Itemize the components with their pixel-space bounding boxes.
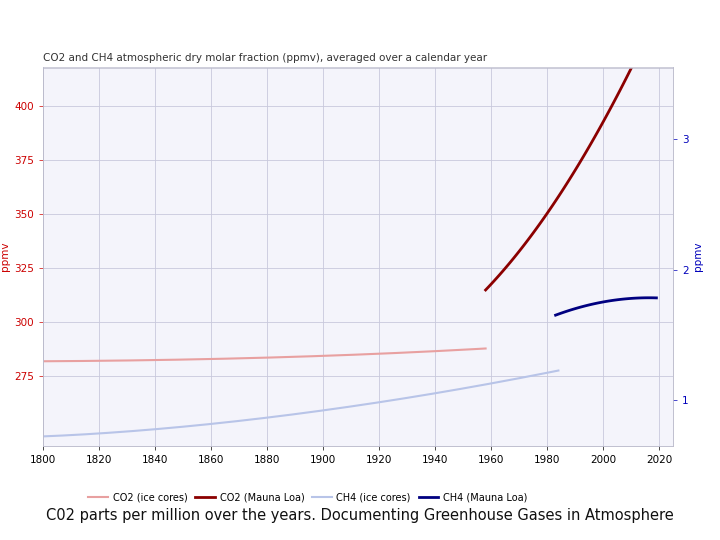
Text: C02 parts per million over the years. Documenting Greenhouse Gases in Atmosphere: C02 parts per million over the years. Do…: [46, 508, 674, 523]
CH4 (Mauna Loa): [630, 295, 639, 301]
Line: CH4 (ice cores): CH4 (ice cores): [43, 370, 559, 436]
CH4 (ice cores): [151, 426, 160, 433]
CO2 (Mauna Loa): [649, 18, 658, 25]
CH4 (Mauna Loa): [571, 306, 580, 312]
CH4 (Mauna Loa): [554, 311, 563, 318]
CH4 (Mauna Loa): [613, 296, 621, 303]
CO2 (ice cores): [39, 358, 48, 365]
CH4 (Mauna Loa): [565, 307, 574, 314]
CO2 (ice cores): [215, 355, 224, 362]
CH4 (Mauna Loa): [588, 301, 596, 307]
CH4 (Mauna Loa): [593, 300, 602, 306]
CH4 (Mauna Loa): [590, 300, 599, 307]
CO2 (Mauna Loa): [630, 59, 639, 66]
CO2 (Mauna Loa): [481, 287, 490, 293]
CH4 (ice cores): [389, 397, 397, 403]
CO2 (ice cores): [322, 353, 330, 359]
CH4 (Mauna Loa): [605, 298, 613, 304]
CH4 (Mauna Loa): [635, 295, 644, 301]
CH4 (Mauna Loa): [647, 294, 655, 301]
CH4 (Mauna Loa): [557, 310, 565, 316]
CH4 (Mauna Loa): [644, 294, 652, 301]
CH4 (Mauna Loa): [568, 306, 577, 313]
CH4 (ice cores): [120, 428, 129, 435]
CH4 (Mauna Loa): [610, 297, 618, 303]
Line: CO2 (ice cores): CO2 (ice cores): [43, 348, 485, 361]
CO2 (ice cores): [181, 356, 190, 363]
CH4 (Mauna Loa): [641, 294, 649, 301]
CO2 (Mauna Loa): [652, 12, 661, 19]
CH4 (Mauna Loa): [599, 299, 608, 305]
CH4 (Mauna Loa): [638, 295, 647, 301]
CH4 (Mauna Loa): [559, 309, 568, 315]
CH4 (Mauna Loa): [632, 295, 641, 301]
CH4 (ice cores): [148, 426, 157, 433]
CH4 (Mauna Loa): [627, 295, 636, 302]
Line: CO2 (Mauna Loa): CO2 (Mauna Loa): [485, 16, 657, 290]
CH4 (Mauna Loa): [602, 298, 611, 305]
CO2 (Mauna Loa): [585, 143, 593, 150]
CO2 (Mauna Loa): [526, 233, 535, 240]
CH4 (Mauna Loa): [607, 298, 616, 304]
CH4 (Mauna Loa): [552, 312, 560, 319]
CO2 (ice cores): [361, 351, 369, 357]
CH4 (ice cores): [554, 367, 563, 374]
Text: CO2 and CH4 atmospheric dry molar fraction (ppmv), averaged over a calendar year: CO2 and CH4 atmospheric dry molar fracti…: [43, 52, 487, 63]
CH4 (Mauna Loa): [618, 296, 627, 302]
CH4 (Mauna Loa): [624, 295, 633, 302]
Y-axis label: ppmv: ppmv: [693, 242, 703, 271]
Legend: CO2 (ice cores), CO2 (Mauna Loa), CH4 (ice cores), CH4 (Mauna Loa): CO2 (ice cores), CO2 (Mauna Loa), CH4 (i…: [84, 488, 531, 506]
CH4 (Mauna Loa): [580, 303, 588, 309]
CH4 (Mauna Loa): [577, 304, 585, 310]
CH4 (Mauna Loa): [616, 296, 624, 303]
CO2 (ice cores): [481, 345, 490, 352]
CH4 (Mauna Loa): [585, 302, 593, 308]
CO2 (ice cores): [162, 356, 171, 363]
CH4 (Mauna Loa): [649, 295, 658, 301]
CO2 (Mauna Loa): [515, 248, 523, 254]
CH4 (Mauna Loa): [562, 308, 571, 314]
CH4 (Mauna Loa): [574, 305, 582, 311]
Line: CH4 (Mauna Loa): CH4 (Mauna Loa): [556, 298, 657, 315]
CH4 (Mauna Loa): [596, 299, 605, 306]
Y-axis label: ppmv: ppmv: [0, 242, 10, 271]
CO2 (Mauna Loa): [495, 272, 504, 278]
CH4 (Mauna Loa): [652, 295, 661, 301]
CH4 (Mauna Loa): [582, 302, 590, 309]
CH4 (ice cores): [39, 433, 48, 440]
CH4 (ice cores): [254, 415, 263, 422]
CH4 (Mauna Loa): [621, 295, 630, 302]
CO2 (ice cores): [411, 349, 420, 355]
CH4 (ice cores): [464, 384, 473, 390]
